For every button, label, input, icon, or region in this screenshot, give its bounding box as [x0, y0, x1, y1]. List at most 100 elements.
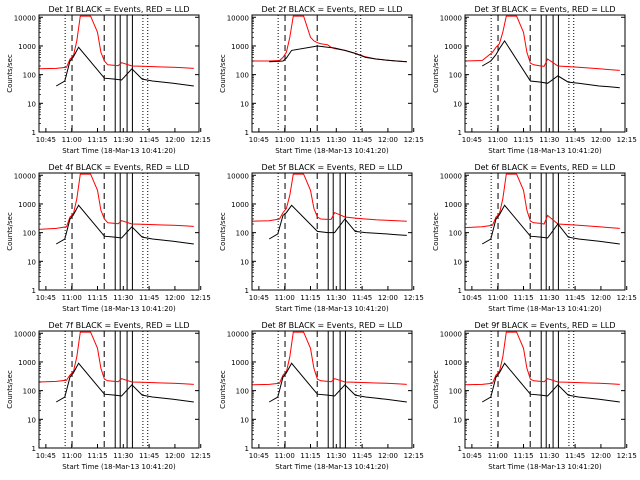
panel-content [39, 15, 194, 132]
panel-content [39, 331, 194, 448]
y-tick-label: 10000 [14, 330, 36, 338]
x-tick-label: 10:45 [36, 136, 56, 144]
x-tick-label: 10:45 [249, 294, 269, 302]
x-tick-label: 11:30 [326, 452, 346, 460]
x-axis-title: Start Time (18-Mar-13 10:41:20) [62, 305, 176, 313]
y-tick-label: 100 [23, 72, 36, 80]
plot-frame [38, 172, 200, 291]
x-tick-label: 11:45 [139, 136, 159, 144]
x-tick-label: 11:45 [139, 452, 159, 460]
plot-frame [38, 330, 200, 449]
y-tick-label: 1 [245, 129, 249, 137]
y-tick-label: 100 [449, 388, 462, 396]
x-tick-label: 12:15 [191, 294, 211, 302]
x-tick-label: 12:00 [165, 136, 185, 144]
x-tick-label: 10:45 [36, 452, 56, 460]
x-axis-title: Start Time (18-Mar-13 10:41:20) [275, 305, 389, 313]
y-tick-label: 100 [449, 230, 462, 238]
x-tick-label: 11:15 [87, 136, 107, 144]
panel-content [465, 173, 620, 290]
x-tick-label: 11:45 [352, 136, 372, 144]
detector-panel-6: Det 6f BLACK = Events, RED = LLD 1 10 100 10… [432, 163, 637, 313]
panel-title: Det 7f BLACK = Events, RED = LLD [48, 321, 189, 330]
x-tick-label: 11:45 [565, 452, 585, 460]
x-tick-label: 11:30 [113, 452, 133, 460]
x-tick-label: 11:15 [513, 452, 533, 460]
series-line-lld [252, 331, 407, 386]
x-tick-label: 11:00 [488, 294, 508, 302]
x-tick-label: 11:15 [300, 294, 320, 302]
y-tick-label: 10 [240, 100, 249, 108]
panel-content [39, 173, 194, 290]
y-tick-label: 10 [240, 258, 249, 266]
x-tick-label: 12:00 [378, 294, 398, 302]
panel-title: Det 9f BLACK = Events, RED = LLD [474, 321, 615, 330]
series-line-lld [252, 15, 407, 63]
x-tick-label: 11:00 [488, 136, 508, 144]
series-line-events [55, 204, 194, 245]
x-axis-title: Start Time (18-Mar-13 10:41:20) [488, 305, 602, 313]
y-tick-label: 10 [453, 258, 462, 266]
x-tick-label: 11:30 [113, 294, 133, 302]
x-tick-label: 12:00 [378, 452, 398, 460]
y-tick-label: 10000 [227, 330, 249, 338]
y-axis-title: Counts/sec [6, 212, 14, 251]
y-axis-title: Counts/sec [6, 54, 14, 93]
plot-frame [464, 172, 626, 291]
y-tick-label: 10 [240, 416, 249, 424]
x-tick-label: 11:30 [539, 136, 559, 144]
y-axis-title: Counts/sec [432, 212, 440, 251]
y-tick-label: 10 [27, 258, 36, 266]
y-tick-label: 1 [458, 287, 462, 295]
panel-title: Det 4f BLACK = Events, RED = LLD [48, 163, 189, 172]
y-tick-label: 1 [458, 129, 462, 137]
y-axis-title: Counts/sec [219, 370, 227, 409]
y-tick-label: 1000 [18, 201, 36, 209]
detector-panel-7: Det 7f BLACK = Events, RED = LLD 1 10 100 10… [6, 321, 211, 471]
x-tick-label: 10:45 [462, 452, 482, 460]
x-tick-label: 10:45 [462, 136, 482, 144]
plot-frame [251, 14, 413, 133]
y-tick-label: 100 [236, 388, 249, 396]
detector-panel-5: Det 5f BLACK = Events, RED = LLD 1 10 100 10… [219, 163, 424, 313]
plot-frame [251, 330, 413, 449]
y-tick-label: 10000 [227, 14, 249, 22]
y-tick-label: 10 [453, 100, 462, 108]
y-tick-label: 1000 [231, 359, 249, 367]
detector-panel-4: Det 4f BLACK = Events, RED = LLD 1 10 100 10… [6, 163, 211, 313]
x-tick-label: 12:15 [617, 136, 637, 144]
series-line-lld [252, 173, 407, 222]
x-tick-label: 11:00 [275, 294, 295, 302]
x-tick-label: 11:45 [565, 136, 585, 144]
plot-frame [38, 14, 200, 133]
x-axis-title: Start Time (18-Mar-13 10:41:20) [62, 463, 176, 471]
y-tick-label: 1000 [444, 201, 462, 209]
x-tick-label: 11:15 [513, 294, 533, 302]
y-tick-label: 100 [449, 72, 462, 80]
x-tick-label: 12:15 [617, 452, 637, 460]
y-tick-label: 10 [27, 100, 36, 108]
y-tick-label: 1 [32, 445, 36, 453]
series-line-lld [465, 15, 620, 71]
x-tick-label: 12:00 [378, 136, 398, 144]
y-tick-label: 100 [23, 230, 36, 238]
x-tick-label: 11:45 [352, 294, 372, 302]
x-tick-label: 12:00 [591, 136, 611, 144]
plot-frame [251, 172, 413, 291]
y-tick-label: 1000 [18, 359, 36, 367]
x-tick-label: 12:15 [404, 294, 424, 302]
x-axis-title: Start Time (18-Mar-13 10:41:20) [275, 463, 389, 471]
y-tick-label: 1000 [231, 201, 249, 209]
panel-title: Det 3f BLACK = Events, RED = LLD [474, 5, 615, 14]
plot-frame [464, 330, 626, 449]
panel-title: Det 8f BLACK = Events, RED = LLD [261, 321, 402, 330]
x-tick-label: 11:00 [62, 136, 82, 144]
series-line-lld [39, 331, 194, 385]
y-tick-label: 1 [245, 287, 249, 295]
x-tick-label: 12:15 [191, 136, 211, 144]
detector-panel-2: Det 2f BLACK = Events, RED = LLD 1 10 100 10… [219, 5, 424, 155]
panel-title: Det 1f BLACK = Events, RED = LLD [48, 5, 189, 14]
x-tick-label: 12:00 [165, 452, 185, 460]
x-tick-label: 12:15 [404, 136, 424, 144]
